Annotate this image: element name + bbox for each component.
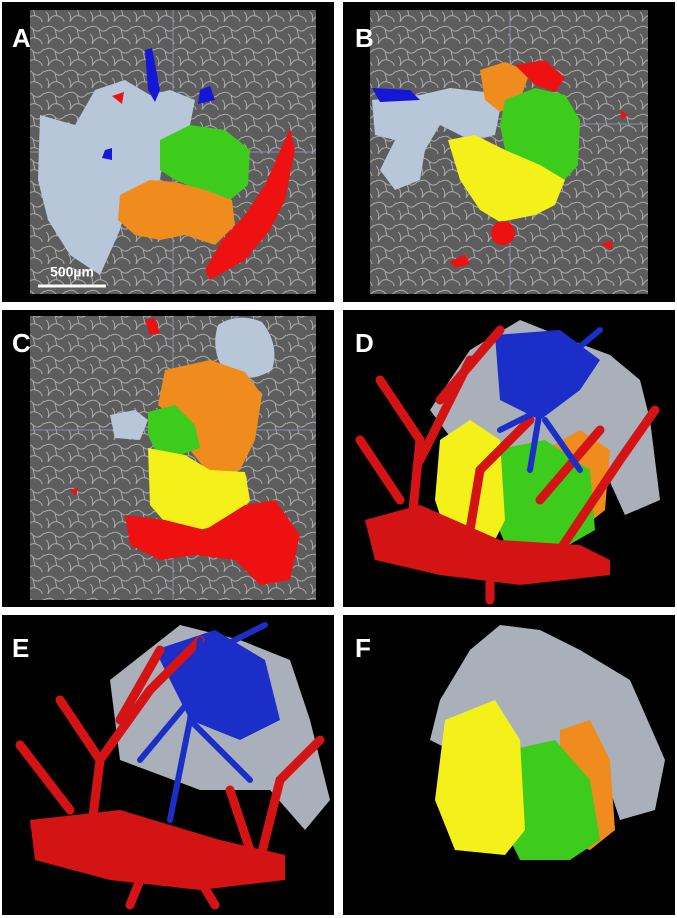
panel-b: B — [343, 2, 675, 302]
shape — [110, 410, 148, 440]
panel-label: A — [12, 23, 31, 53]
panel-label: C — [12, 328, 31, 358]
shape — [372, 88, 500, 190]
shape — [15, 635, 325, 910]
shape — [118, 180, 235, 245]
shape — [205, 128, 295, 280]
shape — [125, 500, 300, 585]
shape — [112, 92, 124, 104]
scale-bar-label: 500µm — [50, 264, 94, 280]
shape — [148, 405, 200, 455]
panel-label: B — [355, 23, 374, 53]
panel-a: 500µm A — [2, 2, 334, 302]
shape — [15, 635, 325, 910]
shape — [365, 505, 610, 585]
panel-c: C — [2, 310, 334, 607]
shape — [355, 325, 660, 605]
shape — [38, 80, 195, 275]
shape — [158, 360, 262, 475]
shape — [160, 125, 250, 200]
shape — [491, 221, 515, 245]
shape — [435, 700, 525, 855]
shape — [448, 135, 565, 222]
shape — [372, 88, 420, 102]
panel-e: E — [2, 615, 334, 915]
panel-label: D — [355, 328, 374, 358]
panel-label: F — [355, 633, 371, 663]
shape — [148, 448, 250, 530]
panel-f: F — [343, 615, 675, 915]
shape — [497, 327, 603, 473]
shape — [215, 317, 275, 379]
shape — [137, 622, 268, 823]
shape — [435, 420, 505, 550]
panel-label: E — [12, 633, 29, 663]
panel-d: D — [343, 310, 675, 607]
shape — [497, 327, 603, 473]
shape — [515, 60, 565, 92]
shape — [355, 325, 660, 605]
shape — [137, 622, 268, 823]
